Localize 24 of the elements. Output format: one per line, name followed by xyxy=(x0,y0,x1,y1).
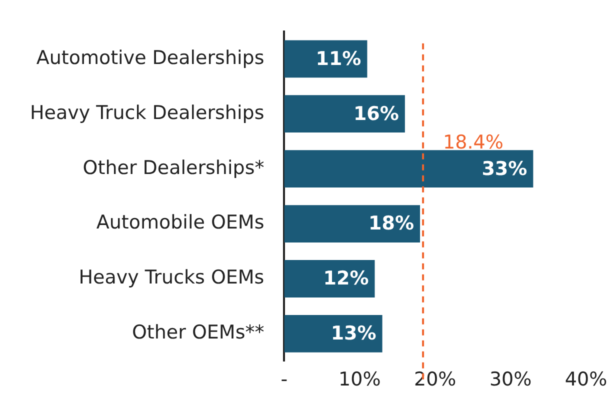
bar xyxy=(284,205,420,242)
x-tick-label: 30% xyxy=(489,368,532,391)
bar xyxy=(284,95,405,133)
x-tick-label: 20% xyxy=(414,368,456,391)
data-label: 12% xyxy=(323,268,369,290)
data-label: 11% xyxy=(316,48,362,70)
y-tick-label: Heavy Trucks OEMs xyxy=(78,266,264,289)
y-tick-label: Automotive Dealerships xyxy=(36,46,264,69)
data-label: 33% xyxy=(482,158,528,180)
x-tick-label: - xyxy=(280,368,288,391)
y-tick-label: Automobile OEMs xyxy=(96,212,264,234)
bar xyxy=(284,40,368,78)
x-tick-label: 40% xyxy=(564,368,608,391)
bar xyxy=(284,315,382,352)
bar xyxy=(284,150,534,188)
y-tick-label: Other OEMs** xyxy=(132,322,264,344)
y-tick-label: Other Dealerships* xyxy=(82,156,264,179)
data-label: 13% xyxy=(330,322,376,345)
y-tick-label: Heavy Truck Dealerships xyxy=(30,102,264,124)
ref-line-label: 18.4% xyxy=(443,131,504,154)
x-tick-label: 10% xyxy=(338,368,381,391)
data-label: 16% xyxy=(353,102,399,125)
data-label: 18% xyxy=(368,212,414,235)
bar xyxy=(284,260,375,298)
